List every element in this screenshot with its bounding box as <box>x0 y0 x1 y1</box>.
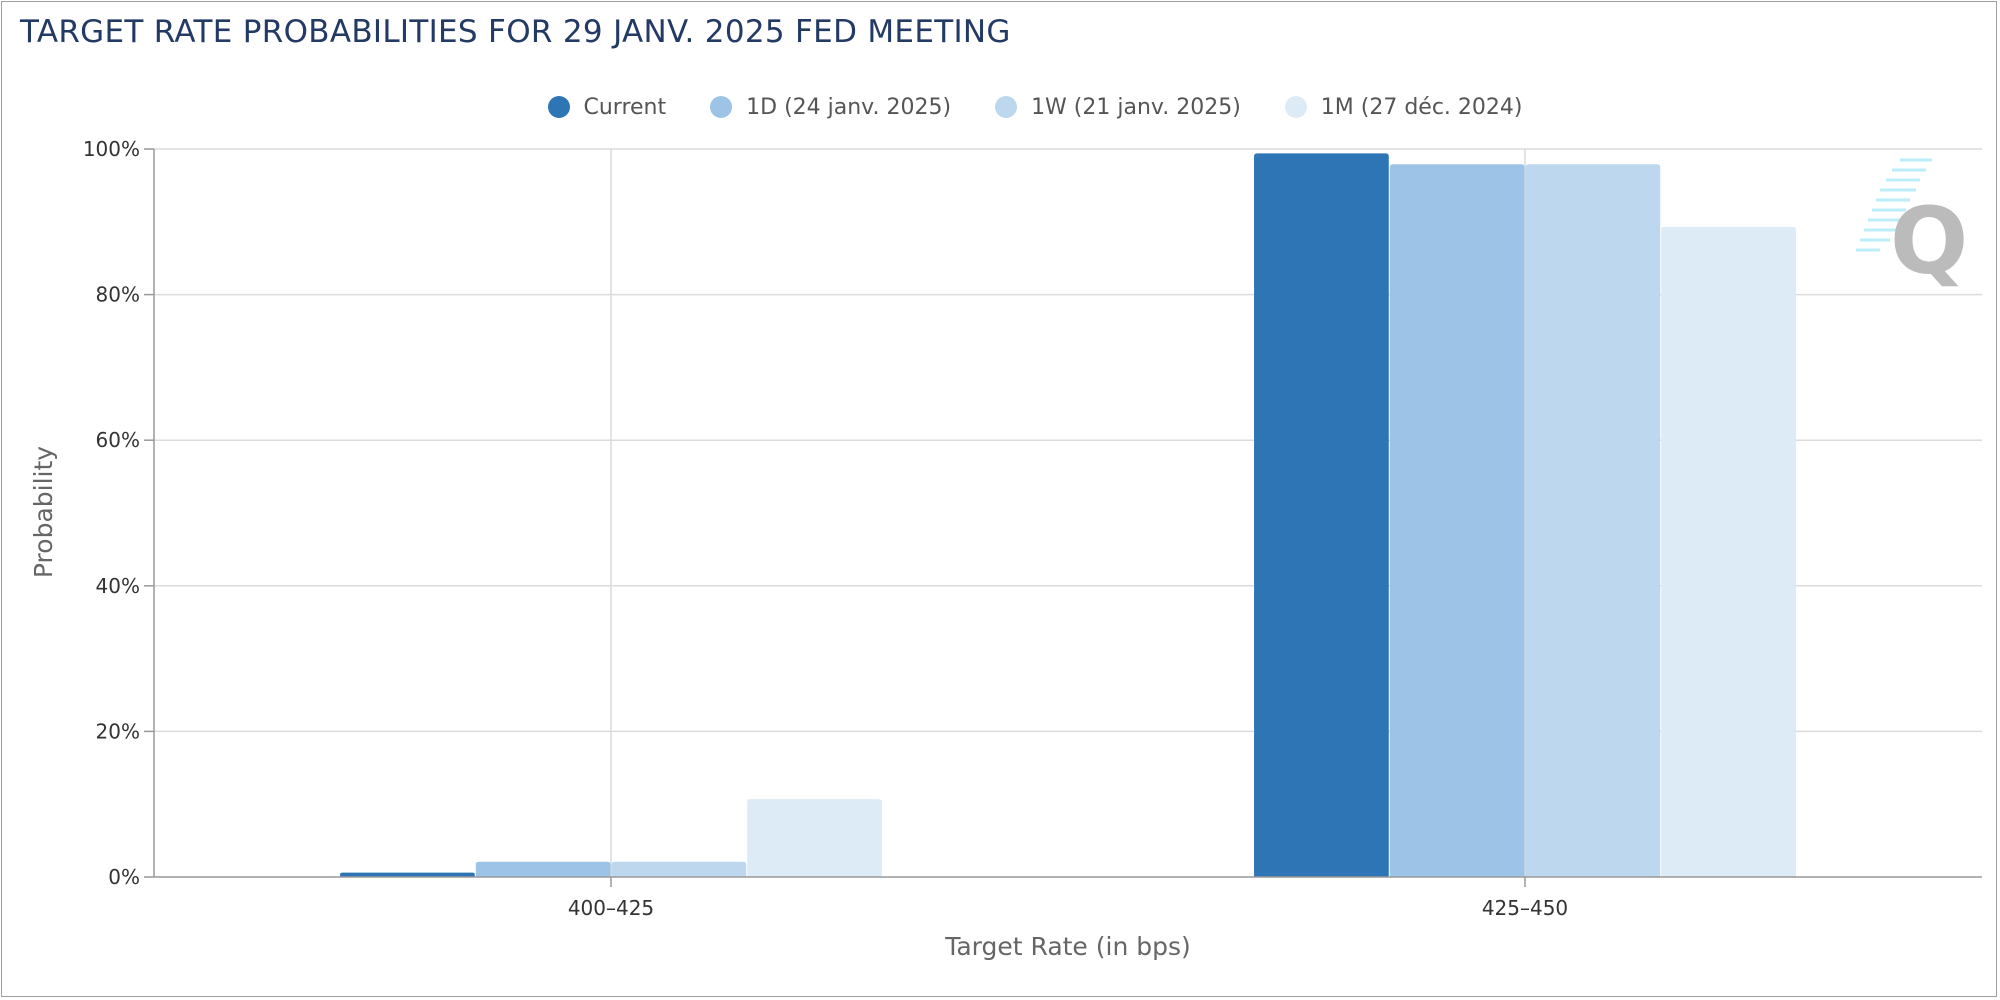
y-tick-label: 0% <box>108 865 140 889</box>
y-tick-label: 60% <box>96 428 140 452</box>
bars <box>340 153 1796 878</box>
x-tick-label: 425–450 <box>1482 896 1568 920</box>
legend-item-1d[interactable]: 1D (24 janv. 2025) <box>710 95 951 120</box>
bar[interactable] <box>340 872 475 877</box>
y-tick-label: 80% <box>96 283 140 307</box>
legend-swatch-1w <box>995 96 1018 118</box>
watermark-letter: Q <box>1890 188 1968 295</box>
legend-label-1w: 1W (21 janv. 2025) <box>1031 94 1241 120</box>
legend-item-1w[interactable]: 1W (21 janv. 2025) <box>995 95 1241 120</box>
bar[interactable] <box>475 861 611 877</box>
bar[interactable] <box>1254 153 1389 878</box>
x-tick-label: 400–425 <box>568 896 654 920</box>
y-tick-label: 40% <box>96 574 140 598</box>
x-axis-title: Target Rate (in bps) <box>944 932 1191 961</box>
y-axis-title: Probability <box>29 446 58 578</box>
legend-item-current[interactable]: Current <box>547 94 667 120</box>
bar[interactable] <box>747 799 882 877</box>
legend-swatch-1d <box>710 96 733 118</box>
bar[interactable] <box>1389 164 1525 878</box>
bar[interactable] <box>611 861 747 877</box>
y-tick-label: 20% <box>96 719 140 743</box>
legend-swatch-1m <box>1284 96 1307 118</box>
bar[interactable] <box>1661 226 1796 877</box>
legend-item-1m[interactable]: 1M (27 déc. 2024) <box>1284 94 1523 120</box>
legend-swatch-current <box>547 96 570 118</box>
legend-label-1m: 1M (27 déc. 2024) <box>1320 94 1523 120</box>
legend-label-1d: 1D (24 janv. 2025) <box>746 94 952 120</box>
q-logo-icon: Q <box>1856 158 1968 295</box>
legend-label-current: Current <box>583 94 667 120</box>
chart-legend: Current 1D (24 janv. 2025) 1W (21 janv. … <box>0 92 2000 122</box>
chart-title: TARGET RATE PROBABILITIES FOR 29 JANV. 2… <box>20 14 1011 50</box>
axes: 0% 20% 40% 60% 80% 100% 400–425 425–450 <box>83 137 1982 920</box>
bar[interactable] <box>1525 164 1661 878</box>
y-tick-label: 100% <box>83 137 140 161</box>
